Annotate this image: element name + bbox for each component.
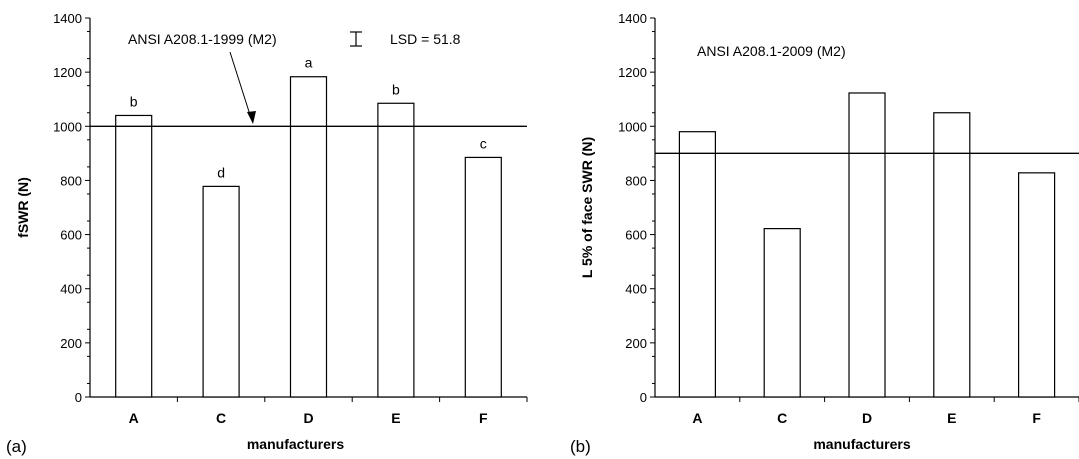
chart-a: 0 200 400 600 800 1000 1200 1400 Ab Cd Da Eb Fc ANSI … xyxy=(6,11,528,456)
bar xyxy=(933,112,971,398)
x-tick-label: A xyxy=(692,410,702,426)
bar-letter-label: b xyxy=(130,93,138,109)
y-tick-label: 1200 xyxy=(53,65,82,80)
lsd-label: LSD = 51.8 xyxy=(390,31,461,47)
y-tick-label: 1400 xyxy=(53,11,82,26)
bar xyxy=(848,92,886,398)
y-tick-label: 0 xyxy=(640,390,647,405)
bar xyxy=(1017,172,1056,398)
y-tick-label: 800 xyxy=(60,173,82,188)
bar xyxy=(763,228,801,398)
y-tick-label: 200 xyxy=(60,336,82,351)
x-tick-label: C xyxy=(777,410,787,426)
x-axis-title: manufacturers xyxy=(813,436,910,452)
y-tick-label: 200 xyxy=(625,336,647,351)
arrow-shaft xyxy=(229,51,252,119)
reference-line-label: ANSI A208.1-1999 (M2) xyxy=(128,31,277,47)
bar xyxy=(202,185,240,398)
bar xyxy=(377,102,415,398)
y-tick-label: 1000 xyxy=(618,119,647,134)
y-axis-title: fSWR (N) xyxy=(15,177,31,238)
chart-b: 0 200 400 600 800 1000 1200 1400 A C D E F ANSI A208.… xyxy=(570,11,1079,456)
y-axis-title: L 5% of face SWR (N) xyxy=(579,137,595,278)
arrow-head xyxy=(247,111,256,124)
panel-label: (b) xyxy=(570,437,591,456)
y-tick-label: 400 xyxy=(625,282,647,297)
bar xyxy=(464,156,502,398)
bar-letter-label: a xyxy=(305,55,313,71)
bar-letter-label: b xyxy=(392,81,400,97)
x-tick-label: D xyxy=(303,410,313,426)
x-tick-label: A xyxy=(129,410,139,426)
y-tick-label: 600 xyxy=(625,228,647,243)
y-tick-label: 1400 xyxy=(618,11,647,26)
bar-letter-label: c xyxy=(480,135,487,151)
y-tick-label: 1200 xyxy=(618,65,647,80)
bar xyxy=(289,76,328,398)
x-tick-label: C xyxy=(216,410,226,426)
x-axis-title: manufacturers xyxy=(247,436,344,452)
x-tick-label: F xyxy=(1032,410,1041,426)
y-tick-label: 400 xyxy=(60,282,82,297)
y-tick-label: 0 xyxy=(75,390,82,405)
x-tick-label: E xyxy=(947,410,956,426)
x-tick-label: D xyxy=(862,410,872,426)
y-tick-label: 1000 xyxy=(53,119,82,134)
bar xyxy=(678,131,717,398)
bar xyxy=(115,114,153,398)
x-tick-label: F xyxy=(479,410,488,426)
y-tick-label: 600 xyxy=(60,228,82,243)
panel-label: (a) xyxy=(6,437,27,456)
x-tick-label: E xyxy=(391,410,400,426)
reference-line-label: ANSI A208.1-2009 (M2) xyxy=(697,43,846,59)
bar-letter-label: d xyxy=(217,164,225,180)
y-tick-label: 800 xyxy=(625,173,647,188)
